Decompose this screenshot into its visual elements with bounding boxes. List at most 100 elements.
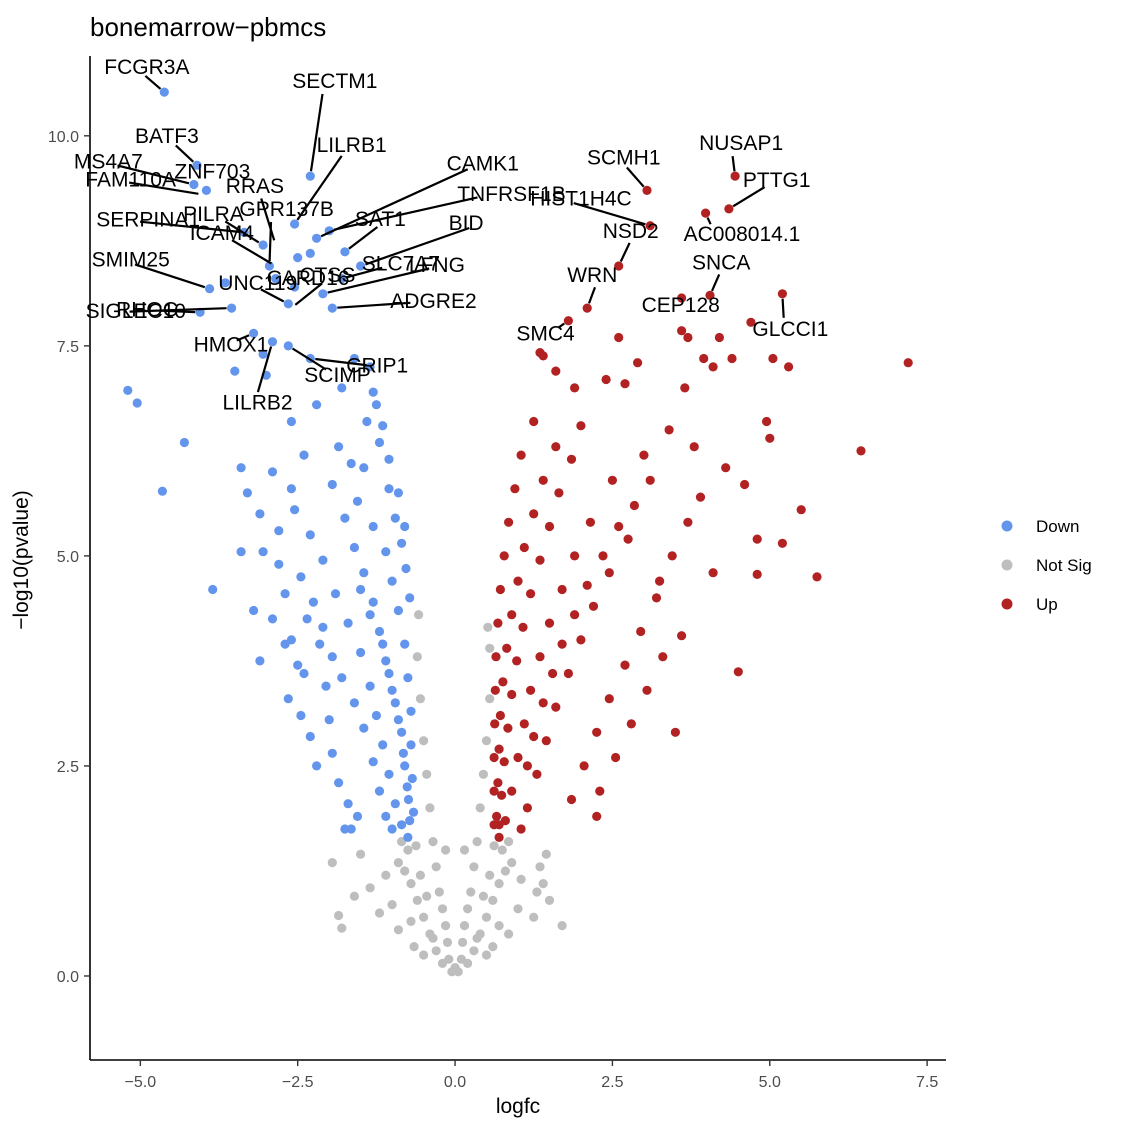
- gene-label-rhoc: RHOC: [116, 298, 178, 321]
- leader-scimp: [291, 347, 327, 371]
- point-up: [752, 569, 762, 580]
- leader-smc4: [557, 322, 565, 329]
- point-down: [312, 761, 322, 771]
- point-up: [513, 576, 523, 586]
- point-down: [236, 463, 246, 473]
- point-down: [290, 505, 300, 515]
- point-up: [664, 425, 674, 435]
- point-down: [390, 698, 400, 708]
- legend: Down Not Sig Up: [1001, 517, 1092, 614]
- point-not-sig: [463, 958, 473, 969]
- point-down: [352, 811, 363, 822]
- point-not-sig: [472, 933, 482, 943]
- point-up: [494, 832, 504, 843]
- point-up: [598, 551, 608, 561]
- point-not-sig: [441, 921, 451, 931]
- leader-ac008014-1: [706, 217, 712, 225]
- point-down: [267, 467, 278, 477]
- point-up: [633, 358, 643, 368]
- point-up: [566, 794, 577, 805]
- point-down: [400, 639, 410, 649]
- point-down: [337, 383, 347, 393]
- point-not-sig: [334, 910, 344, 921]
- point-up: [563, 316, 574, 326]
- point-not-sig: [365, 883, 375, 893]
- point-up: [708, 568, 718, 578]
- point-up: [582, 580, 592, 590]
- point-down: [403, 794, 414, 805]
- point-down: [393, 488, 403, 498]
- point-down: [264, 261, 274, 271]
- gene-label-lilrb2: LILRB2: [223, 392, 293, 415]
- gene-label-ms4a7: MS4A7: [74, 151, 143, 174]
- point-not-sig: [459, 921, 470, 931]
- point-up: [623, 534, 633, 544]
- label-leaders: [117, 75, 785, 393]
- leader-hist1h4c: [573, 202, 646, 226]
- leader-glcci1: [781, 298, 785, 318]
- point-down: [402, 782, 412, 792]
- point-up: [489, 786, 499, 796]
- point-up: [566, 454, 577, 464]
- point-up: [604, 568, 614, 578]
- point-up: [529, 731, 539, 742]
- point-down: [390, 799, 400, 809]
- point-not-sig: [349, 891, 359, 901]
- point-down: [305, 530, 315, 540]
- point-up: [601, 374, 611, 385]
- point-not-sig: [450, 963, 460, 973]
- point-down: [378, 421, 388, 431]
- point-down: [374, 786, 385, 796]
- point-down: [280, 589, 290, 599]
- gene-label-smc4: SMC4: [516, 323, 575, 346]
- point-not-sig: [374, 908, 385, 918]
- point-up: [768, 353, 778, 364]
- point-up: [512, 656, 522, 666]
- point-down: [308, 597, 318, 607]
- point-up: [522, 803, 533, 813]
- point-not-sig: [516, 874, 526, 885]
- point-up: [588, 601, 599, 611]
- point-not-sig: [428, 933, 438, 943]
- point-not-sig: [483, 622, 493, 632]
- gene-label-znf703: ZNF703: [174, 160, 250, 183]
- point-not-sig: [504, 837, 514, 847]
- point-not-sig: [409, 942, 419, 952]
- point-down: [315, 639, 325, 649]
- gene-label-unc119: UNC119: [218, 272, 297, 295]
- point-up: [784, 362, 794, 372]
- point-not-sig: [415, 694, 425, 704]
- point-up: [604, 694, 614, 704]
- x-tick-label: −5.0: [125, 1074, 157, 1091]
- leader-lilrb2: [256, 346, 273, 393]
- point-up: [796, 505, 806, 515]
- leader-camk1: [320, 168, 469, 238]
- leader-pilra: [224, 220, 260, 244]
- y-tick-label: 2.5: [57, 759, 79, 776]
- point-down: [346, 458, 356, 469]
- point-not-sig: [400, 866, 410, 876]
- point-down: [405, 816, 415, 826]
- point-up: [538, 698, 548, 708]
- point-up: [611, 752, 621, 763]
- gene-label-nusap1: NUSAP1: [699, 132, 783, 155]
- point-down: [337, 673, 347, 683]
- y-tick-label: 0.0: [57, 969, 79, 986]
- point-down: [406, 740, 416, 750]
- point-up: [677, 631, 687, 641]
- point-not-sig: [434, 887, 444, 897]
- point-up: [570, 610, 580, 620]
- gene-label-camk1: CAMK1: [447, 152, 519, 175]
- point-down: [374, 437, 385, 448]
- point-up: [507, 689, 517, 700]
- point-up: [498, 677, 508, 687]
- leader-lfng: [327, 267, 430, 294]
- point-down: [378, 639, 388, 649]
- point-down: [255, 656, 265, 666]
- point-down: [384, 668, 394, 679]
- point-down: [312, 233, 322, 243]
- point-up: [730, 171, 740, 181]
- point-up: [576, 421, 586, 431]
- gene-label-batf3: BATF3: [135, 125, 199, 148]
